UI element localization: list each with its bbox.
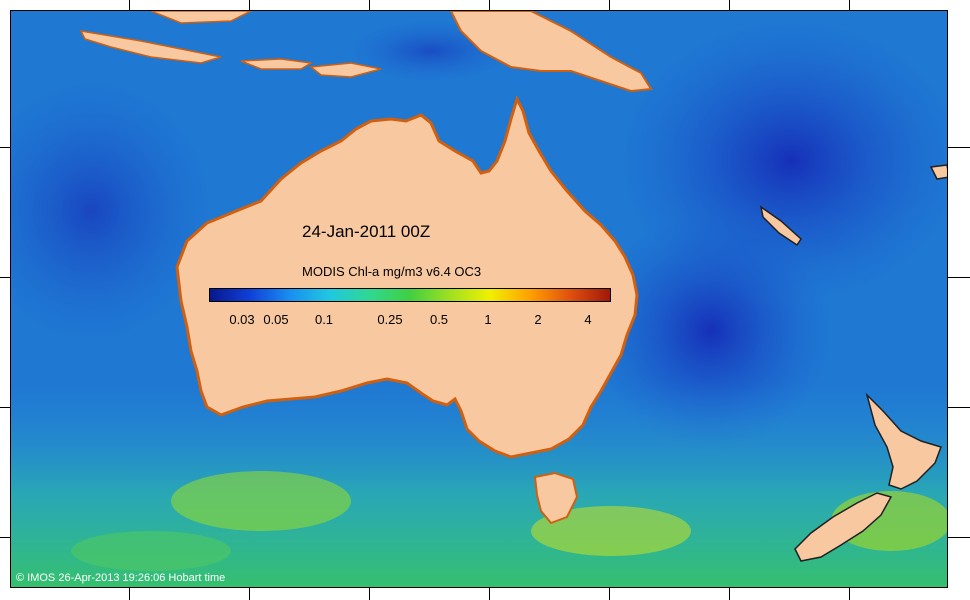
tick-mark (948, 407, 970, 408)
tick-mark (849, 0, 850, 10)
tick-mark (948, 147, 970, 148)
chlorophyll-map (11, 11, 947, 587)
tick-mark (729, 0, 730, 10)
tasmania-landmass (533, 471, 579, 525)
tick-mark (129, 588, 130, 600)
colorbar-tick-label: 0.05 (263, 312, 289, 327)
colorbar (209, 288, 611, 302)
bloom-patch (531, 506, 691, 556)
tick-mark (129, 0, 130, 10)
indonesia-landmass (150, 11, 252, 24)
indonesia-landmass (309, 62, 382, 78)
map-frame (10, 10, 948, 588)
tick-mark (0, 407, 10, 408)
tick-mark (249, 588, 250, 600)
colorbar-tick-label: 1 (484, 312, 492, 327)
tick-mark (849, 588, 850, 600)
copyright-credit: © IMOS 26-Apr-2013 19:26:06 Hobart time (16, 572, 226, 584)
tick-mark (609, 0, 610, 10)
tick-mark (729, 588, 730, 600)
tick-mark (369, 588, 370, 600)
tick-mark (369, 0, 370, 10)
colorbar-title: MODIS Chl-a mg/m3 v6.4 OC3 (302, 264, 482, 279)
colorbar-tick-label: 0.25 (377, 312, 403, 327)
tick-mark (948, 537, 970, 538)
tick-mark (0, 537, 10, 538)
tick-mark (0, 277, 10, 278)
new-guinea-landmass (449, 11, 653, 93)
new-zealand-north-landmass (865, 392, 942, 490)
fiji-landmass (929, 164, 947, 180)
bloom-patch (171, 471, 351, 531)
indonesia-landmass (79, 30, 222, 64)
indonesia-landmass (240, 58, 314, 70)
tick-mark (0, 147, 10, 148)
new-caledonia-landmass (759, 205, 802, 247)
colorbar-tick-label: 0.5 (429, 312, 449, 327)
colorbar-tick-label: 0.03 (229, 312, 255, 327)
colorbar-tick-label: 4 (584, 312, 592, 327)
tick-mark (489, 0, 490, 10)
colorbar-tick-label: 2 (534, 312, 542, 327)
new-zealand-south-landmass (794, 492, 893, 562)
tick-mark (948, 277, 970, 278)
bloom-patch (71, 531, 231, 571)
tick-mark (609, 588, 610, 600)
australia-landmass (175, 94, 639, 459)
tick-mark (249, 0, 250, 10)
date-label: 24-Jan-2011 00Z (302, 222, 431, 241)
colorbar-tick-label: 0.1 (314, 312, 334, 327)
ocean-oligotrophic-patch (11, 81, 211, 341)
tick-mark (489, 588, 490, 600)
